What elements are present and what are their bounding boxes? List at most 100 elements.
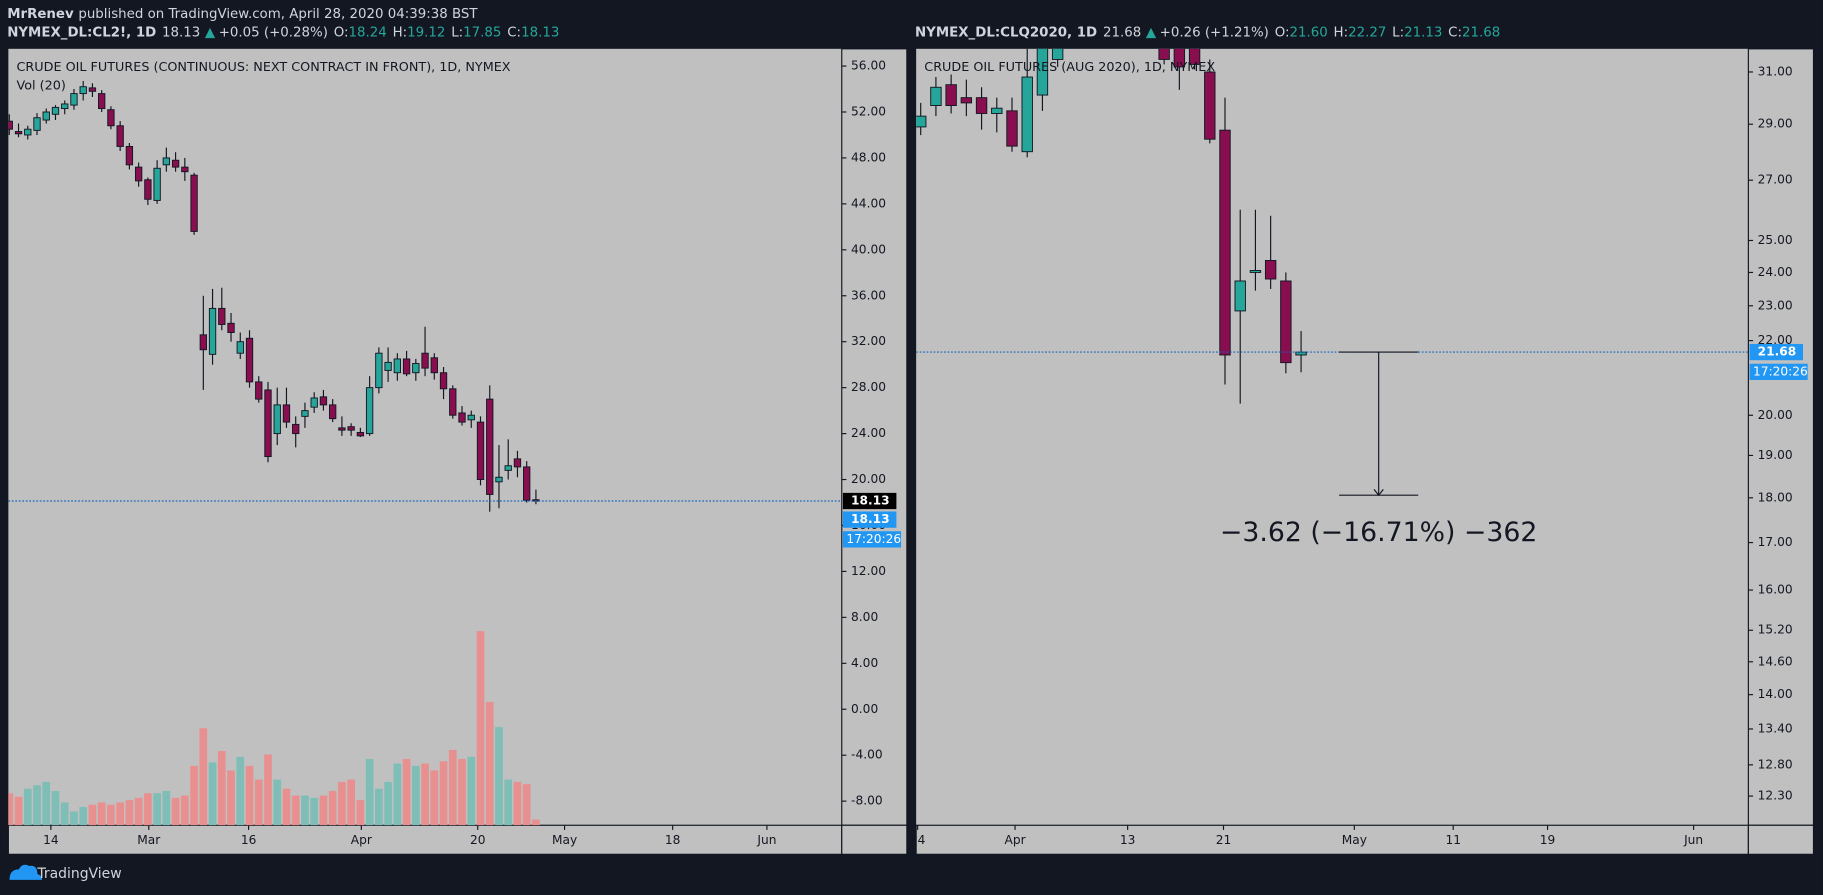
y-tick-label: 36.00 [851, 288, 886, 302]
candle-body [310, 397, 318, 408]
plot [8, 80, 842, 826]
y-tick-label: 8.00 [851, 610, 878, 624]
y-tick-label: 23.00 [1758, 298, 1793, 312]
candle-body [916, 115, 927, 128]
candle-body [1249, 270, 1262, 273]
candle-body [245, 337, 254, 383]
candle-body [1280, 280, 1292, 364]
y-tick-label: -8.00 [851, 794, 883, 808]
volume-bar [310, 797, 319, 826]
candle-body [1006, 110, 1018, 147]
candle-body [495, 476, 503, 483]
candle-body [1051, 48, 1064, 60]
x-tick-label: 13 [1120, 833, 1136, 847]
x-tick-label: 16 [241, 833, 257, 847]
volume-bar [504, 779, 513, 826]
symbol: NYMEX_DL:CLQ2020, 1D [915, 26, 1097, 41]
plot [916, 48, 1749, 404]
price-box [842, 511, 897, 528]
y-tick-label: 18.00 [1758, 490, 1793, 504]
candle-body [51, 106, 60, 115]
candle-body [412, 363, 420, 374]
volume-bar [476, 631, 485, 826]
volume-bar [14, 796, 23, 826]
volume-bar [199, 728, 208, 826]
charts: 56.00 52.00 48.00 44.00 40.00 36.00 32.00 28.00… [7, 48, 1815, 855]
candle-body [1158, 48, 1170, 60]
x-tick-label: 18 [665, 833, 681, 847]
volume-bar [70, 811, 78, 826]
measure-arrow [1373, 489, 1384, 497]
volume-bar [162, 791, 171, 826]
candle-body [14, 131, 23, 135]
axis-corner [841, 824, 908, 855]
candle-body [153, 167, 161, 201]
candle-body [98, 93, 106, 110]
candle-body [338, 427, 346, 431]
candle-body [930, 86, 942, 106]
time-axis [915, 824, 1749, 855]
volume-bar [33, 785, 41, 826]
volume-bar [485, 701, 494, 826]
symbol: NYMEX_DL:CL2!, 1D [7, 26, 156, 41]
volume-bar [125, 800, 134, 826]
candle-body [1264, 260, 1277, 280]
x-tick-label: Jun [756, 833, 776, 847]
y-tick-label: -4.00 [851, 748, 883, 762]
y-tick-label: 14.60 [1758, 654, 1793, 668]
candle-body [199, 334, 207, 351]
candle-body [116, 125, 124, 147]
volume-bar [338, 781, 346, 826]
y-tick-label: 40.00 [851, 242, 886, 256]
candle-body [107, 109, 115, 127]
candle-body [449, 388, 457, 416]
candle-body [301, 410, 309, 417]
candle-body [171, 159, 180, 168]
y-tick-label: 20.00 [851, 472, 886, 486]
candle-body [8, 120, 13, 130]
author: MrRenev [7, 7, 74, 22]
candle-body [960, 97, 973, 104]
y-tick-label: 12.00 [851, 564, 886, 578]
candle-body [991, 107, 1003, 114]
volume-title: Vol (20) [17, 79, 66, 94]
candle-body [218, 307, 226, 325]
y-tick-label: 27.00 [1758, 173, 1793, 187]
measure-label: −3.62 (−16.71%) −362 [1220, 517, 1537, 548]
volume-bar [319, 795, 328, 826]
candle-body [282, 404, 291, 423]
y-tick-label: 29.00 [1758, 117, 1793, 131]
volume-bar [97, 802, 106, 826]
candle-body [1021, 76, 1033, 153]
candle-body [945, 84, 957, 106]
y-tick-label: 13.40 [1758, 721, 1793, 735]
volume-bar [458, 759, 466, 826]
pane: 31.00 29.00 27.00 25.00 24.00 23.00 22.00 20.00… [910, 48, 1815, 855]
candle-body [292, 423, 300, 435]
y-tick-label: 25.00 [1758, 233, 1793, 247]
price-axis [1747, 48, 1815, 826]
volume-bar [448, 749, 457, 826]
price-box-label: 18.13 [851, 512, 890, 526]
x-tick-label: Jun [1683, 833, 1703, 847]
x-tick-label: 14 [43, 833, 59, 847]
chart-title: CRUDE OIL FUTURES (AUG 2020), 1D, NYMEX [924, 60, 1215, 75]
volume-bar [384, 781, 392, 826]
hv: 22.27 [1348, 26, 1386, 41]
chart-title: CRUDE OIL FUTURES (CONTINUOUS: NEXT CONT… [17, 60, 511, 75]
candle-body [1173, 48, 1186, 68]
ov: 18.24 [349, 26, 387, 41]
y-tick-label: 17.00 [1758, 535, 1793, 549]
change: +0.26 (+1.21%) [1160, 26, 1269, 41]
y-tick-label: 20.00 [1758, 408, 1793, 422]
c: C: [1448, 26, 1462, 41]
y-tick-label: 22.00 [1758, 333, 1793, 347]
volume-bar [42, 781, 51, 826]
candle-body [975, 97, 988, 114]
y-tick-label: 48.00 [851, 150, 886, 164]
volume-bar [282, 788, 291, 826]
y-tick-label: 12.80 [1758, 757, 1793, 771]
y-tick-label: 12.30 [1758, 789, 1793, 803]
y-tick-label: 19.00 [1758, 448, 1793, 462]
hv: 19.12 [407, 26, 445, 41]
